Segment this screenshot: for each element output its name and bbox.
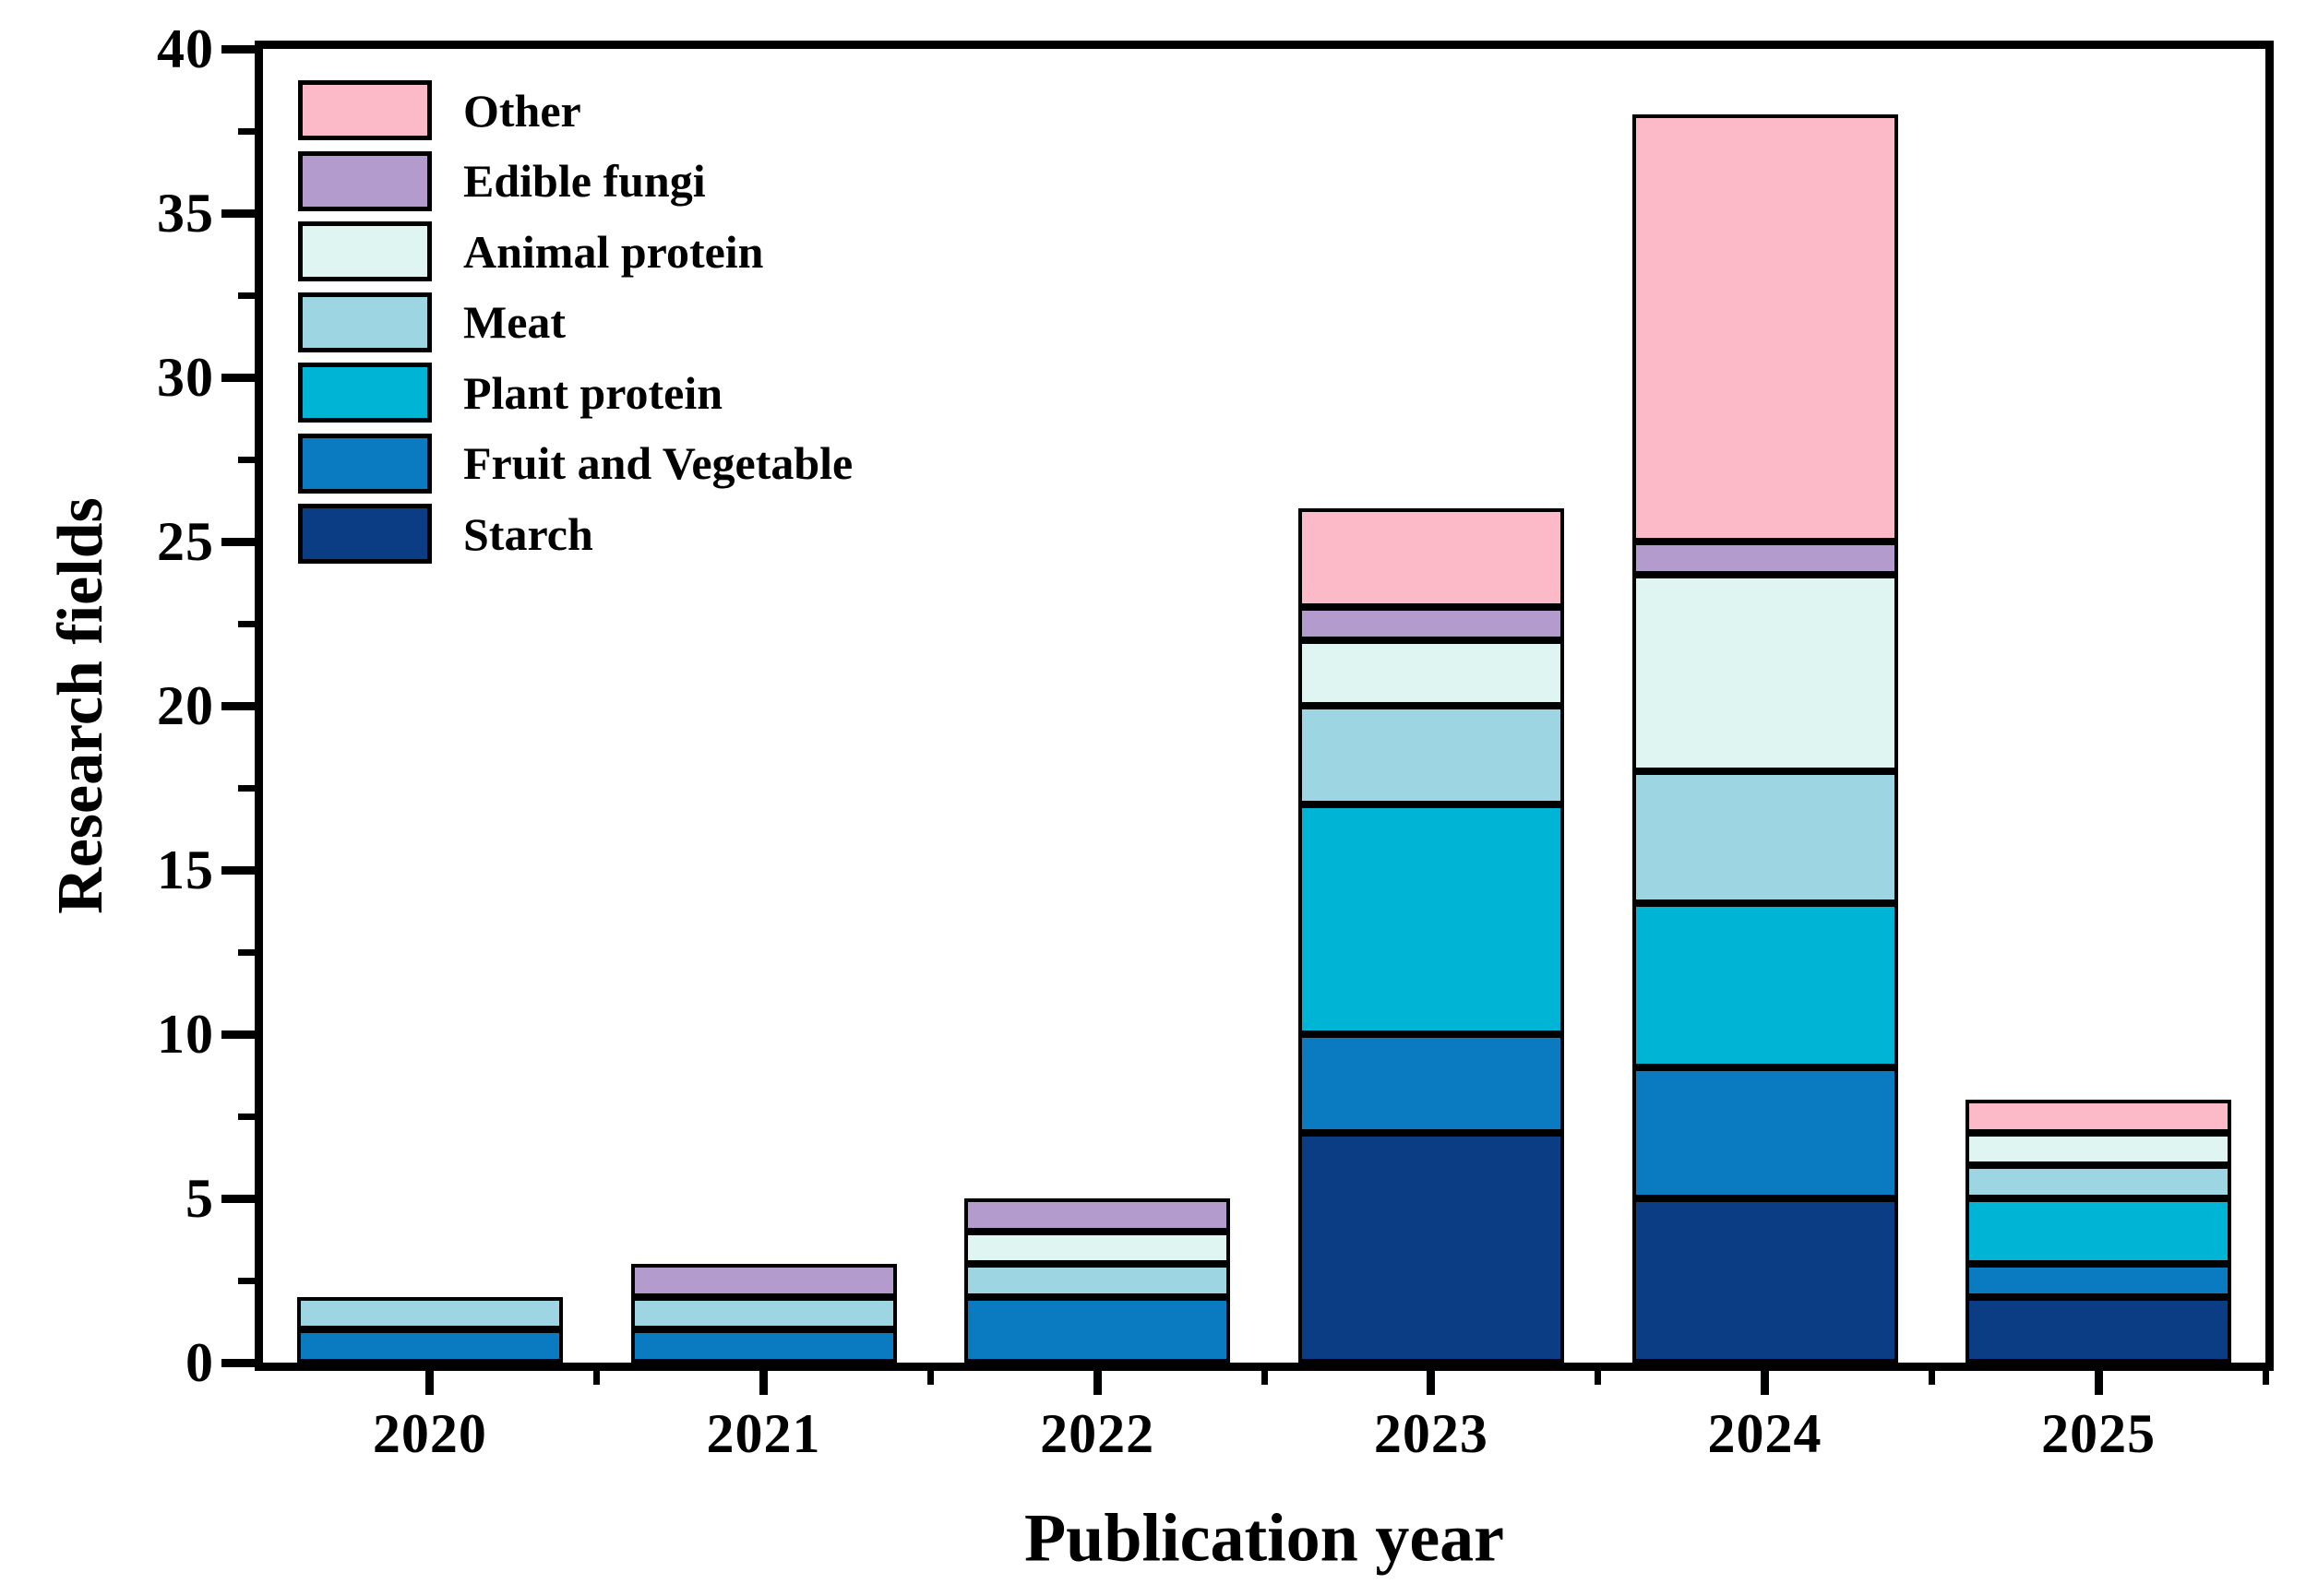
y-major-tick [221,1195,255,1203]
legend-swatch-animal-protein [298,221,432,281]
bar-segment-2025-fruit-and-vegetable [1965,1264,2232,1297]
legend-label-meat: Meat [463,296,567,348]
legend-swatch-plant-protein [298,363,432,423]
y-major-tick [221,538,255,546]
bar-segment-2022-fruit-and-vegetable [964,1296,1231,1363]
x-tick-label: 2022 [1040,1403,1155,1464]
bar-segment-2023-starch [1297,1132,1564,1363]
bar-segment-2025-other [1965,1100,2232,1133]
legend-label-starch: Starch [463,507,593,560]
y-major-tick [221,374,255,382]
bar-segment-2022-edible-fungi [964,1198,1231,1232]
y-minor-tick [238,292,255,299]
bar-segment-2025-starch [1965,1296,2232,1363]
bar-segment-2023-edible-fungi [1297,607,1564,640]
x-minor-tick [1928,1371,1935,1385]
bar-segment-2025-animal-protein [1965,1132,2232,1166]
x-axis-title: Publication year [1023,1500,1505,1577]
legend-swatch-other [298,80,432,140]
y-minor-tick [238,1277,255,1284]
bar-segment-2020-fruit-and-vegetable [296,1329,563,1363]
x-minor-tick [1595,1371,1602,1385]
y-minor-tick [238,456,255,463]
x-tick-label: 2023 [1373,1403,1488,1464]
y-major-tick [221,866,255,875]
x-major-tick [1093,1371,1102,1395]
bar-segment-2024-fruit-and-vegetable [1631,1066,1898,1198]
y-major-tick [221,1030,255,1039]
x-major-tick [1427,1371,1436,1395]
y-tick-label: 20 [157,675,214,736]
bar-segment-2021-meat [630,1296,897,1330]
y-major-tick [221,209,255,218]
legend-label-animal-protein: Animal protein [463,225,764,278]
y-tick-label: 25 [157,511,214,572]
bar-segment-2020-meat [296,1296,563,1330]
y-tick-label: 35 [157,183,214,244]
y-minor-tick [238,1113,255,1120]
x-minor-tick [1261,1371,1268,1385]
y-major-tick [221,45,255,54]
y-minor-tick [238,784,255,792]
bar-segment-2021-fruit-and-vegetable [630,1329,897,1363]
bar-segment-2023-fruit-and-vegetable [1297,1034,1564,1133]
bar-segment-2022-meat [964,1264,1231,1297]
y-major-tick [221,702,255,710]
x-tick-label: 2025 [2041,1403,2157,1464]
plot-area [255,41,2274,1371]
y-tick-label: 5 [185,1168,214,1229]
y-major-tick [221,1359,255,1367]
legend-swatch-meat [298,292,432,352]
x-minor-tick [593,1371,601,1385]
bar-segment-2025-plant-protein [1965,1198,2232,1265]
y-tick-label: 10 [157,1004,214,1065]
bar-segment-2023-animal-protein [1297,639,1564,706]
legend-label-fruit-and-vegetable: Fruit and Vegetable [463,437,854,489]
y-tick-label: 40 [157,18,214,79]
bar-segment-2025-meat [1965,1165,2232,1198]
y-minor-tick [238,948,255,956]
legend-swatch-edible-fungi [298,150,432,211]
y-minor-tick [238,127,255,135]
legend-swatch-fruit-and-vegetable [298,433,432,494]
x-tick-label: 2021 [706,1403,821,1464]
bar-segment-2023-other [1297,508,1564,608]
bar-segment-2022-animal-protein [964,1231,1231,1265]
bar-segment-2021-edible-fungi [630,1264,897,1297]
bar-segment-2024-edible-fungi [1631,542,1898,575]
y-tick-label: 0 [185,1332,214,1393]
legend-label-edible-fungi: Edible fungi [463,155,706,207]
bar-segment-2024-meat [1631,771,1898,903]
x-major-tick [2094,1371,2103,1395]
bar-segment-2023-plant-protein [1297,804,1564,1034]
y-tick-label: 30 [157,347,214,408]
bar-segment-2024-plant-protein [1631,902,1898,1067]
bar-segment-2024-starch [1631,1198,1898,1363]
x-tick-label: 2024 [1707,1403,1822,1464]
y-minor-tick [238,620,255,627]
bar-segment-2023-meat [1297,706,1564,804]
bar-segment-2024-animal-protein [1631,574,1898,772]
y-tick-label: 15 [157,840,214,900]
x-major-tick [759,1371,768,1395]
bar-segment-2024-other [1631,114,1898,542]
x-major-tick [425,1371,435,1395]
x-major-tick [1761,1371,1769,1395]
legend-swatch-starch [298,504,432,564]
x-minor-tick [926,1371,934,1385]
legend-label-other: Other [463,84,581,137]
x-tick-label: 2020 [372,1403,487,1464]
y-axis-title: Research fields [45,497,116,914]
x-minor-tick [2262,1371,2269,1385]
legend-label-plant-protein: Plant protein [463,366,723,419]
